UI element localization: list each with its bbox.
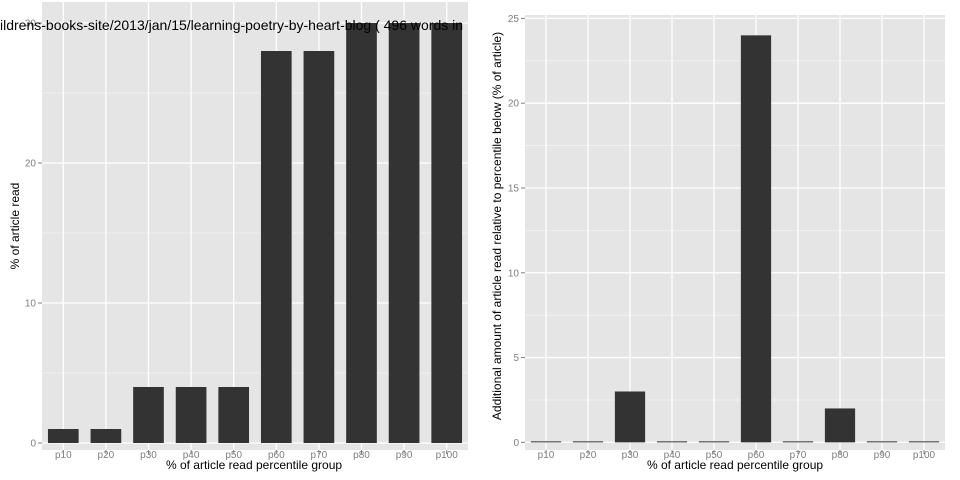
- bar-left-p10: [47, 429, 79, 443]
- plot-panel-right: [525, 15, 945, 450]
- bar-right-p70: [782, 441, 814, 443]
- y-tick-label-left: 30: [25, 19, 37, 30]
- x-tick-label-right: p90: [874, 450, 891, 461]
- x-tick-label-left: p10: [55, 450, 72, 461]
- x-tick-label-right: p50: [706, 450, 723, 461]
- x-tick-label-right: p60: [748, 450, 765, 461]
- y-tick-label-right: 25: [508, 14, 520, 25]
- x-tick-label-right: p40: [664, 450, 681, 461]
- x-tick-label-left: p20: [98, 450, 115, 461]
- y-tick-label-right: 10: [508, 268, 520, 279]
- bar-right-p100: [908, 441, 940, 443]
- x-axis-title-left: % of article read percentile group: [166, 458, 342, 472]
- bar-left-p30: [133, 387, 164, 443]
- y-tick-label-right: 20: [508, 99, 520, 110]
- bar-right-p40: [656, 441, 688, 443]
- chart-right: 0 5 10 15 20 25 p10 p20 p30 p40 p50 p60 p70 p80 p90 p10…: [490, 14, 945, 472]
- y-axis-title-right: Additional amount of article read relati…: [490, 32, 504, 420]
- x-tick-label-left: p70: [311, 450, 328, 461]
- bar-right-p50: [698, 441, 730, 443]
- x-tick-label-left: p50: [225, 450, 242, 461]
- bar-right-p90: [866, 441, 898, 443]
- x-tick-label-left: p40: [183, 450, 200, 461]
- bar-left-p100: [431, 23, 463, 443]
- x-tick-label-right: p80: [832, 450, 849, 461]
- x-tick-label-right: p100: [913, 450, 936, 461]
- y-tick-label-right: 5: [513, 353, 519, 364]
- bar-left-p50: [218, 387, 250, 443]
- x-tick-label-right: p70: [790, 450, 807, 461]
- bar-right-p60: [740, 35, 772, 443]
- bar-right-p20: [572, 441, 604, 443]
- x-tick-label-left: p90: [396, 450, 413, 461]
- bar-left-p60: [260, 51, 292, 443]
- chart-left: 0 10 20 30 p10 p20 p30 p40 p50 p60 p70 p80 p90 p100 % …: [0, 2, 468, 472]
- bar-left-p40: [175, 387, 207, 443]
- y-tick-label-right: 15: [508, 183, 520, 194]
- y-tick-label-left: 0: [30, 439, 36, 450]
- y-tick-label-right: 0: [513, 438, 519, 449]
- x-tick-label-left: p80: [353, 450, 370, 461]
- y-axis-title-left: % of article read: [8, 183, 22, 270]
- x-tick-label-right: p30: [622, 450, 639, 461]
- bar-right-p30: [614, 391, 646, 443]
- x-tick-label-left: p30: [140, 450, 157, 461]
- x-axis-title-right: % of article read percentile group: [647, 458, 823, 472]
- x-tick-label-left: p60: [268, 450, 285, 461]
- bar-left-p20: [90, 429, 122, 443]
- y-tick-label-left: 10: [25, 299, 37, 310]
- bar-left-p70: [303, 51, 335, 443]
- x-tick-label-right: p20: [580, 450, 597, 461]
- x-tick-label-right: p10: [538, 450, 555, 461]
- bar-left-p80: [346, 23, 377, 443]
- y-tick-label-left: 20: [25, 159, 37, 170]
- bar-right-p80: [824, 408, 856, 443]
- bar-left-p90: [388, 23, 420, 443]
- chart-title-left: ildrens-books-site/2013/jan/15/learning-…: [0, 17, 463, 33]
- bar-right-p10: [530, 441, 562, 443]
- x-tick-label-left: p100: [436, 450, 459, 461]
